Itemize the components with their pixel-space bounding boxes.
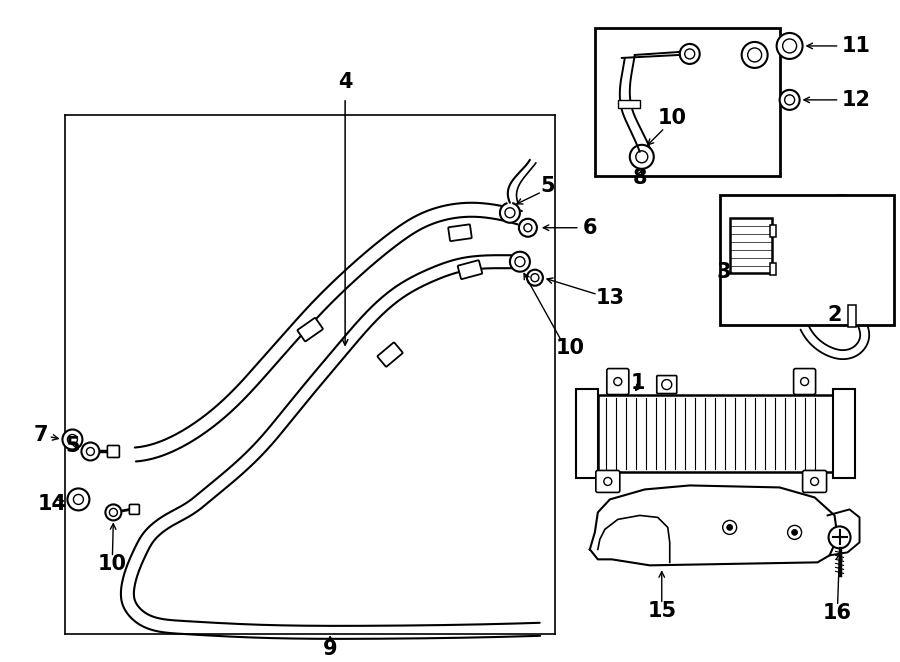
Polygon shape <box>828 510 859 555</box>
Text: 4: 4 <box>338 72 353 92</box>
FancyBboxPatch shape <box>377 342 402 367</box>
Text: 2: 2 <box>827 305 842 324</box>
Circle shape <box>604 477 612 485</box>
Circle shape <box>614 377 622 385</box>
Circle shape <box>742 42 768 68</box>
Bar <box>576 389 598 479</box>
Circle shape <box>680 44 699 64</box>
Text: 11: 11 <box>842 36 870 56</box>
Text: 7: 7 <box>33 424 48 444</box>
Circle shape <box>723 520 737 534</box>
Text: 6: 6 <box>582 218 597 238</box>
Bar <box>598 395 832 473</box>
Bar <box>720 195 895 324</box>
Bar <box>730 218 771 273</box>
Circle shape <box>81 442 99 461</box>
Bar <box>770 224 776 237</box>
Circle shape <box>662 379 671 389</box>
Circle shape <box>788 526 802 540</box>
Text: 1: 1 <box>631 373 645 393</box>
Circle shape <box>777 33 803 59</box>
Circle shape <box>62 430 83 449</box>
Bar <box>595 28 779 176</box>
Bar <box>770 263 776 275</box>
Circle shape <box>829 526 850 548</box>
Text: 16: 16 <box>824 603 852 624</box>
FancyBboxPatch shape <box>803 471 826 493</box>
Circle shape <box>630 145 653 169</box>
Circle shape <box>726 524 733 530</box>
Text: 3: 3 <box>716 261 731 282</box>
Text: 9: 9 <box>323 639 338 659</box>
Circle shape <box>510 252 530 271</box>
Circle shape <box>68 489 89 510</box>
FancyBboxPatch shape <box>448 224 472 241</box>
Text: 10: 10 <box>555 338 584 357</box>
Text: 5: 5 <box>65 436 80 457</box>
FancyBboxPatch shape <box>458 260 482 279</box>
FancyBboxPatch shape <box>107 446 120 457</box>
FancyBboxPatch shape <box>298 318 323 342</box>
Polygon shape <box>590 485 838 565</box>
Text: 10: 10 <box>657 108 686 128</box>
FancyBboxPatch shape <box>657 375 677 393</box>
Circle shape <box>792 530 797 536</box>
Circle shape <box>519 218 537 237</box>
FancyBboxPatch shape <box>794 369 815 395</box>
Text: 15: 15 <box>647 601 676 622</box>
Bar <box>617 100 640 108</box>
FancyBboxPatch shape <box>596 471 620 493</box>
Bar <box>848 305 856 326</box>
FancyBboxPatch shape <box>130 504 140 514</box>
FancyBboxPatch shape <box>607 369 629 395</box>
Bar <box>832 389 854 479</box>
Text: 12: 12 <box>842 90 870 110</box>
Circle shape <box>811 477 819 485</box>
Circle shape <box>779 90 799 110</box>
Text: 13: 13 <box>595 288 625 308</box>
Circle shape <box>500 203 520 222</box>
Circle shape <box>801 377 808 385</box>
Text: 10: 10 <box>98 554 127 575</box>
Circle shape <box>526 269 543 286</box>
Text: 5: 5 <box>541 176 555 196</box>
Text: 8: 8 <box>633 167 647 188</box>
Circle shape <box>105 504 122 520</box>
Text: 14: 14 <box>38 495 67 514</box>
